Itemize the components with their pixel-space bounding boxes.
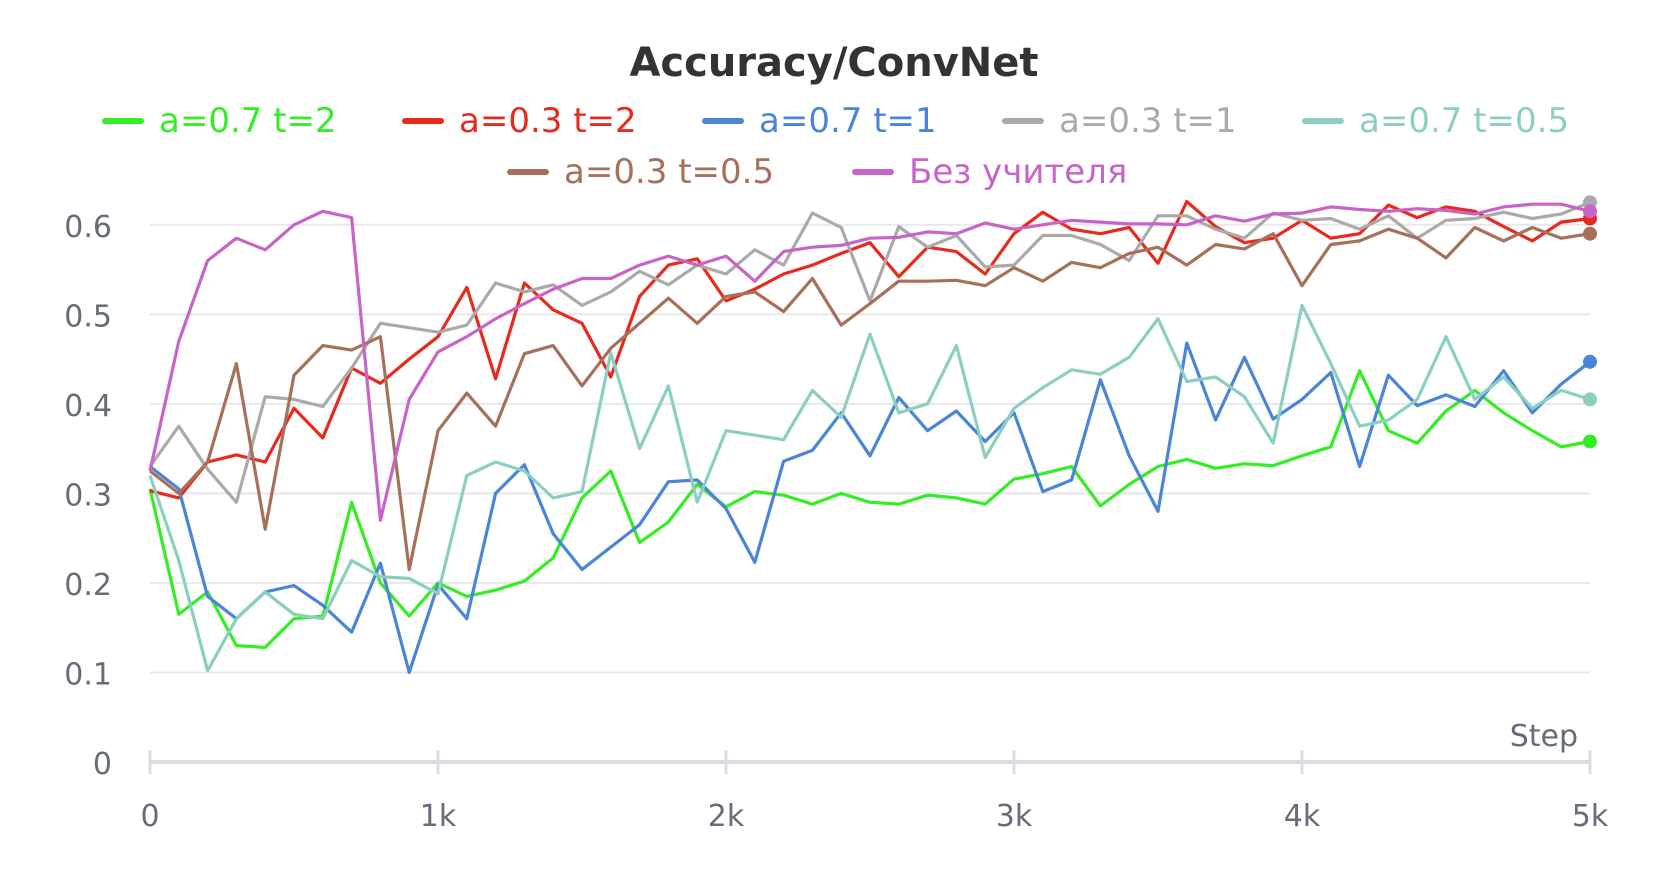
x-tick-label: 5k [1572, 799, 1609, 834]
x-tick-label: 3k [996, 799, 1033, 834]
series-line [148, 303, 1591, 673]
series-line [149, 225, 1591, 572]
series-endpoint [1583, 354, 1597, 369]
series-line [149, 199, 1591, 500]
legend-label: a=0.3 t=2 [459, 101, 637, 141]
x-tick-label: 2k [708, 799, 745, 834]
y-tick-label: 0 [93, 747, 112, 782]
x-tick-label: 0 [140, 799, 159, 834]
series-line [149, 341, 1591, 675]
series-endpoint [1583, 226, 1597, 241]
legend-label: Без учителя [909, 152, 1127, 192]
series-line [148, 202, 1591, 522]
legend-label: a=0.7 t=0.5 [1359, 101, 1569, 141]
legend-label: a=0.3 t=0.5 [564, 152, 774, 192]
series-endpoint [1583, 392, 1597, 407]
series-line [148, 200, 1591, 504]
x-tick-label: 4k [1284, 799, 1321, 834]
x-axis-label: Step [1510, 719, 1578, 754]
y-tick-label: 0.1 [64, 657, 112, 692]
y-tick-label: 0.5 [64, 299, 112, 334]
series-endpoint [1583, 204, 1597, 219]
series-endpoint [1583, 434, 1597, 449]
y-tick-label: 0.2 [64, 568, 112, 603]
chart-title: Accuracy/ConvNet [629, 40, 1039, 86]
y-tick-label: 0.6 [64, 210, 112, 245]
legend-label: a=0.3 t=1 [1059, 101, 1237, 141]
legend-label: a=0.7 t=2 [159, 101, 337, 141]
y-tick-label: 0.3 [64, 478, 112, 513]
x-tick-label: 1k [420, 799, 457, 834]
series-line [148, 369, 1591, 650]
y-tick-label: 0.4 [64, 389, 112, 424]
legend-label: a=0.7 t=1 [759, 101, 937, 141]
